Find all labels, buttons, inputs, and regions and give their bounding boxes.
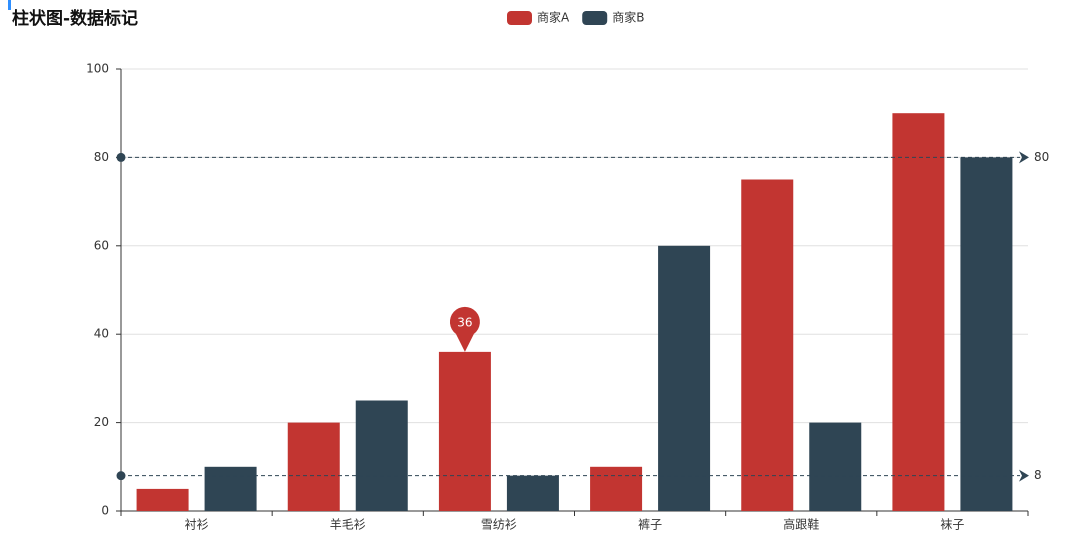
mark-line-label: 8	[1034, 468, 1042, 482]
mark-point-label: 36	[457, 315, 472, 329]
mark-line-start	[116, 471, 126, 481]
legend-swatch	[507, 11, 532, 25]
legend-label: 商家B	[612, 10, 644, 25]
mark-line-arrow	[1019, 469, 1029, 482]
x-tick-label: 袜子	[940, 518, 964, 532]
y-tick-label: 100	[86, 62, 109, 76]
mark-point-pin	[449, 306, 480, 352]
bar	[892, 113, 945, 511]
x-tick-label: 雪纺衫	[481, 518, 517, 532]
bar	[658, 245, 711, 512]
x-tick-label: 裤子	[638, 518, 662, 532]
y-tick-label: 0	[101, 504, 109, 518]
x-tick-label: 衬衫	[185, 518, 209, 532]
bar	[960, 157, 1013, 511]
bar	[287, 422, 340, 511]
bar	[741, 179, 794, 511]
bar	[809, 422, 862, 511]
y-tick-label: 40	[94, 327, 109, 341]
x-tick-label: 羊毛衫	[330, 517, 366, 532]
legend-label: 商家A	[537, 10, 570, 25]
y-tick-label: 20	[94, 415, 109, 429]
bar	[438, 351, 491, 511]
bar	[136, 488, 189, 511]
bar	[506, 475, 559, 511]
mark-line-start	[116, 152, 126, 162]
corner-accent	[8, 0, 11, 10]
mark-line-arrow	[1019, 151, 1029, 164]
legend-swatch	[582, 11, 608, 25]
bar	[204, 466, 257, 511]
y-tick-label: 60	[94, 238, 109, 252]
chart-title: 柱状图-数据标记	[12, 8, 138, 29]
bar	[355, 400, 408, 511]
x-tick-label: 高跟鞋	[783, 517, 819, 532]
mark-line-label: 80	[1034, 150, 1049, 164]
bar	[590, 466, 643, 511]
y-tick-label: 80	[94, 150, 109, 164]
